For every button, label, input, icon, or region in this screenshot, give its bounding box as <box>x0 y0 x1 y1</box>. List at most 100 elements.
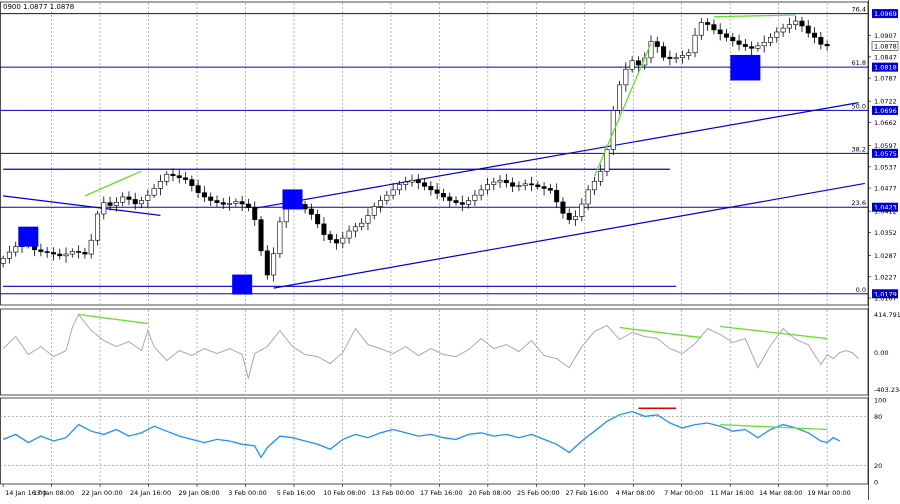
candle-body <box>522 183 528 186</box>
candle-body <box>447 196 453 201</box>
candle-body <box>384 194 390 201</box>
cci-axis-label: -403.234 <box>874 386 900 394</box>
price-label: 1.0847 <box>874 53 897 61</box>
candle-body <box>365 215 371 224</box>
cci-divergence-line <box>619 326 702 339</box>
candle-body <box>145 194 151 201</box>
candle-body <box>604 149 610 172</box>
time-label: 3 Feb 00:00 <box>228 489 267 497</box>
fib-level-label: 38.2 <box>852 145 866 153</box>
candle-body <box>484 184 490 191</box>
price-label: 1.0969 <box>874 10 897 18</box>
fib-price-tag <box>872 9 898 19</box>
candle-body <box>308 208 314 215</box>
candle-body <box>396 184 402 191</box>
fib-level-label: 76.4 <box>852 6 866 14</box>
candle-body <box>673 57 679 60</box>
fib-price-tag <box>872 62 898 72</box>
candle-body <box>818 37 824 45</box>
candle-body <box>409 179 415 183</box>
candle-body <box>466 200 472 205</box>
candle-body <box>101 202 107 215</box>
grid-layer <box>0 1 869 485</box>
fibonacci-levels: 76.4 61.8 50.0 38.2 23.6 0.0 <box>0 6 868 295</box>
price-label: 1.0352 <box>874 229 897 237</box>
price-label: 1.0878 <box>874 42 897 50</box>
candle-body <box>503 179 509 184</box>
time-label: 19 Mar 00:00 <box>807 489 850 497</box>
candle-body <box>352 226 358 232</box>
time-label: 27 Feb 16:00 <box>565 489 608 497</box>
candle-body <box>176 175 182 179</box>
price-label: 1.0477 <box>874 185 897 193</box>
candle-body <box>824 43 830 47</box>
candle-body <box>730 37 736 42</box>
signal-marker-1 <box>18 226 39 247</box>
candle-body <box>170 173 176 176</box>
candle-body <box>573 216 579 220</box>
price-label: 1.0907 <box>874 32 897 40</box>
time-label: 14 Mar 08:00 <box>759 489 802 497</box>
candle-body <box>271 253 277 276</box>
candle-body <box>723 33 729 38</box>
candle-body <box>453 200 459 203</box>
candle-body <box>139 200 145 205</box>
channel-lower-line <box>273 182 865 289</box>
time-label: 13 Feb 00:00 <box>372 489 415 497</box>
pane-border-2 <box>0 308 869 396</box>
candle-body <box>69 251 75 255</box>
signal-markers <box>18 54 761 295</box>
time-label: 14 Jan 16:00 <box>5 489 46 497</box>
rsi-axis-label: 0 <box>874 479 878 487</box>
rsi-indicator-pane[interactable]: 100 80 20 0 <box>0 397 886 487</box>
candle-body <box>717 29 723 35</box>
candle-body <box>220 202 226 205</box>
price-pane[interactable]: 76.4 61.8 50.0 38.2 23.6 0.0 <box>0 6 868 295</box>
candle-body <box>258 219 264 252</box>
candle-body <box>13 246 19 253</box>
rsi-axis-label: 100 <box>874 397 886 405</box>
price-label: 1.0722 <box>874 98 897 106</box>
candle-body <box>610 110 616 150</box>
price-axis[interactable]: 1.0969 1.0907 1.0878 1.0847 1.0818 1.0787 1.07… <box>868 0 899 500</box>
candle-body <box>799 20 805 27</box>
candle-body <box>617 84 623 111</box>
candle-body <box>227 203 233 205</box>
cci-indicator-pane[interactable]: 414.7912 0.00 -403.234 <box>2 311 900 394</box>
candle-body <box>786 24 792 29</box>
fib-level-label: 61.8 <box>852 59 866 67</box>
candle-body <box>679 55 685 59</box>
candle-body <box>76 251 82 253</box>
candle-body <box>591 181 597 191</box>
price-divergence-line <box>84 170 142 197</box>
candle-body <box>321 223 327 235</box>
candle-body <box>94 213 100 241</box>
candle-body <box>113 201 119 206</box>
candle-body <box>528 183 534 186</box>
time-label: 5 Feb 16:00 <box>277 489 316 497</box>
time-label: 22 Jan 00:00 <box>82 489 123 497</box>
candle-body <box>705 22 711 25</box>
candle-body <box>780 27 786 33</box>
candle-body <box>183 177 189 180</box>
fib-price-tag <box>872 148 898 158</box>
candle-body <box>585 189 591 205</box>
candle-body <box>560 201 566 214</box>
price-label: 1.0167 <box>874 295 897 303</box>
candle-body <box>428 186 434 191</box>
falling-line <box>3 195 161 216</box>
fib-price-tag <box>872 202 898 212</box>
cci-axis-label: 0.00 <box>874 349 888 357</box>
candle-body <box>736 40 742 45</box>
candle-body <box>566 212 572 220</box>
candle-body <box>157 181 163 189</box>
candle-body <box>189 179 195 186</box>
signal-marker-3 <box>282 189 303 210</box>
candle-body <box>208 196 214 201</box>
candle-body <box>686 52 692 56</box>
candle-body <box>635 60 641 66</box>
candle-body <box>233 201 239 204</box>
